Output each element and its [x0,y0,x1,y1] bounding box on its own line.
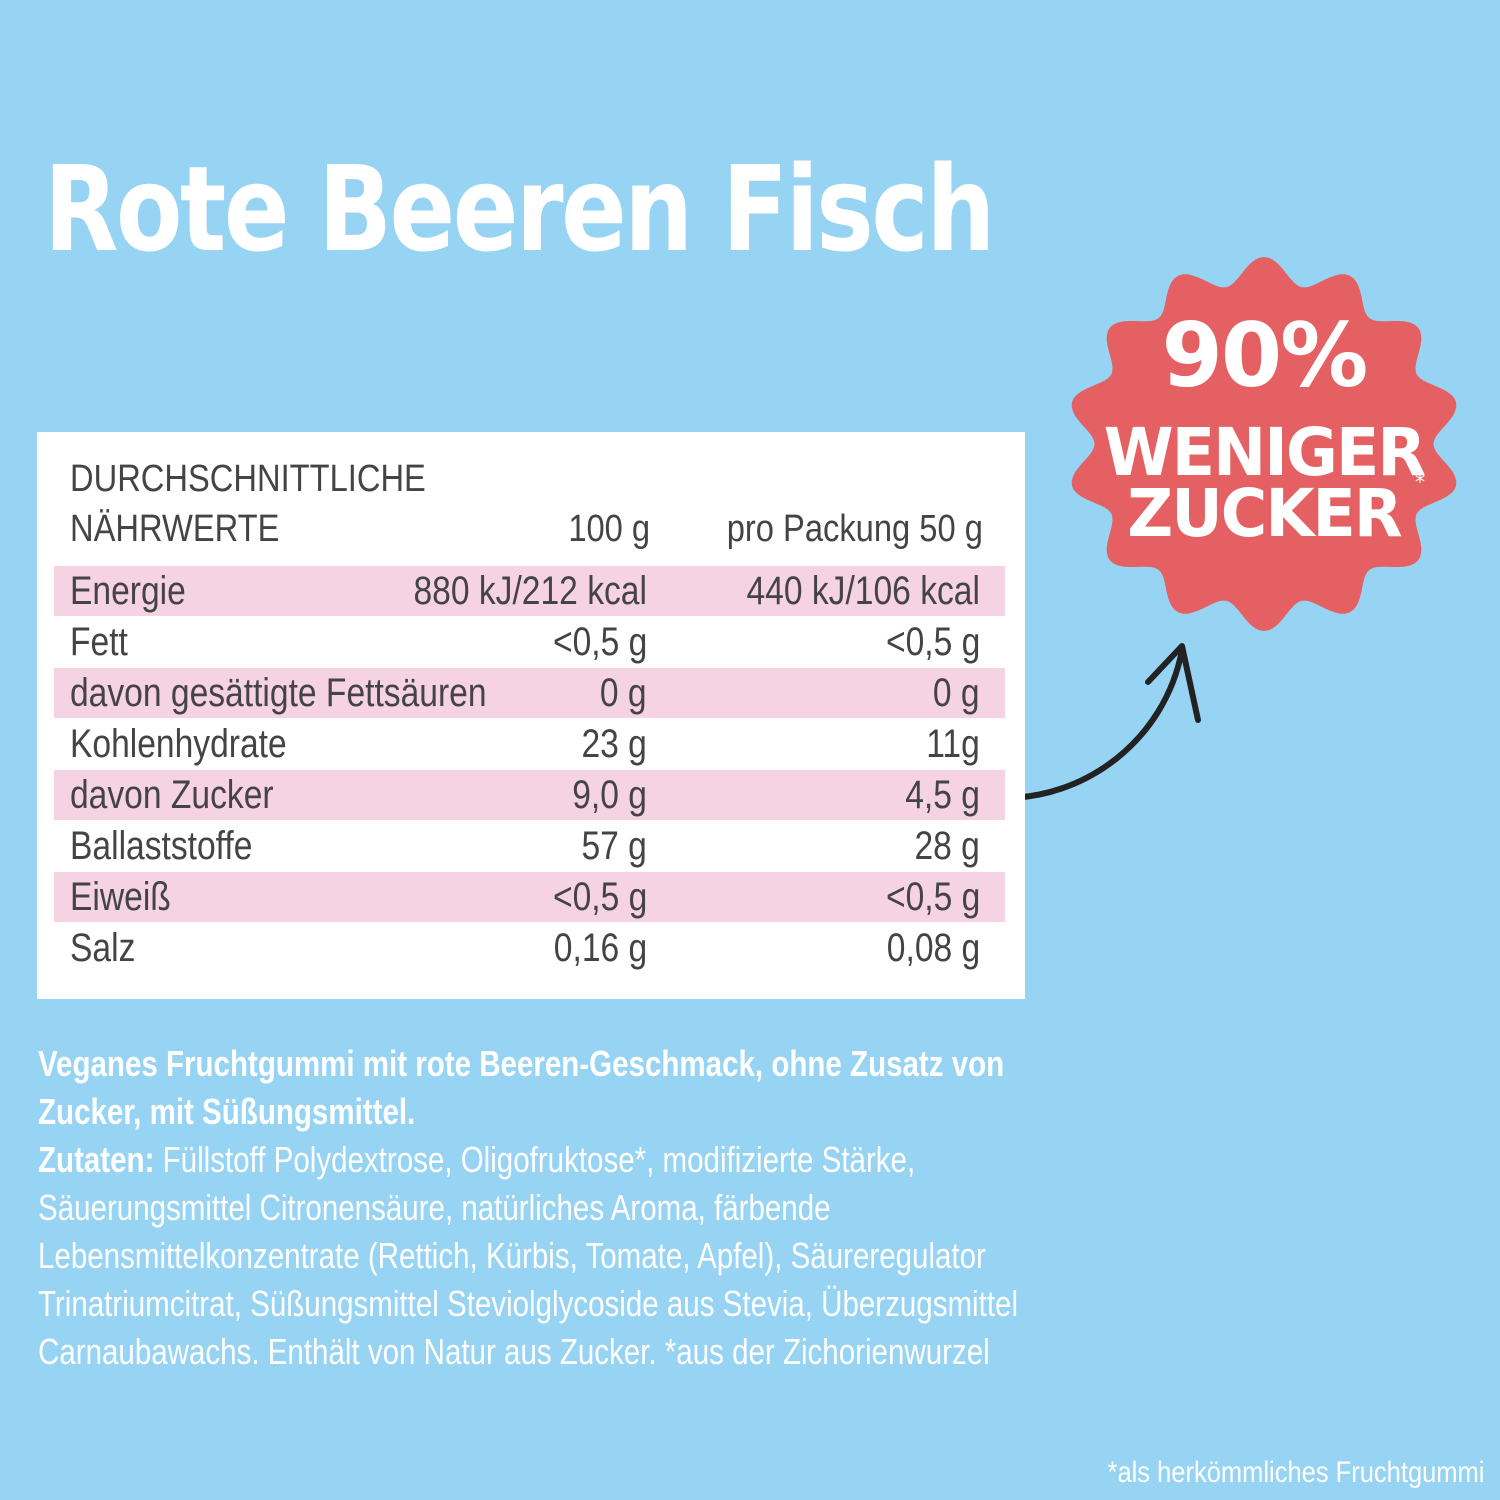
row-value-per-pack: 440 kJ/106 kcal [746,569,980,613]
row-label: Fett [70,620,128,664]
row-label: Salz [70,926,136,970]
table-heading: DURCHSCHNITTLICHE NÄHRWERTE [70,454,426,554]
footnote: *als herkömmliches Fruchtgummi [1107,1456,1484,1489]
row-value-100g: 0 g [600,671,647,715]
row-value-per-pack: 0,08 g [886,926,980,970]
row-value-per-pack: 0 g [933,671,980,715]
badge-asterisk: * [1415,470,1425,494]
row-value-100g: <0,5 g [552,875,647,919]
heading-line1: DURCHSCHNITTLICHE [70,458,426,500]
table-row: Salz 0,16 g 0,08 g [54,923,1005,973]
table-row: Energie 880 kJ/212 kcal 440 kJ/106 kcal [54,566,1005,616]
column-header-per-pack: pro Packung 50 g [726,508,983,550]
ingredients-paragraph: Zutaten: Füllstoff Polydextrose, Oligofr… [38,1136,1047,1376]
ingredients-label: Zutaten: [38,1139,155,1180]
ingredients-text: Füllstoff Polydextrose, Oligofruktose*, … [38,1139,1019,1372]
product-title: Rote Beeren Fisch [44,140,995,278]
row-value-per-pack: 4,5 g [905,773,980,817]
row-value-100g: <0,5 g [552,620,647,664]
sugar-badge: 90% WENIGER ZUCKER [1065,255,1463,633]
row-label: Ballaststoffe [70,824,253,868]
row-value-100g: 57 g [581,824,647,868]
nutrition-table: DURCHSCHNITTLICHE NÄHRWERTE 100 g pro Pa… [37,432,1025,999]
table-row: Fett <0,5 g <0,5 g [54,617,1005,667]
heading-line2: NÄHRWERTE [70,508,280,550]
table-row: Kohlenhydrate 23 g 11g [54,719,1005,769]
table-row: Ballaststoffe 57 g 28 g [54,821,1005,871]
row-value-100g: 0,16 g [553,926,647,970]
row-value-per-pack: <0,5 g [885,620,980,664]
arrow-icon [997,643,1201,802]
row-value-per-pack: 28 g [914,824,980,868]
badge-percent: 90% [1161,304,1369,407]
row-value-100g: 9,0 g [572,773,647,817]
row-label: davon gesättigte Fettsäuren [70,671,487,715]
badge-line2: ZUCKER [1127,475,1402,552]
row-label: Energie [70,569,186,613]
row-value-per-pack: 11g [926,722,980,766]
row-value-100g: 23 g [581,722,647,766]
badge-shape [1071,257,1457,631]
table-row: davon Zucker 9,0 g 4,5 g [54,770,1005,820]
row-label: Kohlenhydrate [70,722,287,766]
column-header-100g: 100 g [568,508,650,550]
badge-line1: WENIGER [1103,414,1426,491]
product-description: Veganes Fruchtgummi mit rote Beeren-Gesc… [38,1040,1047,1376]
row-label: davon Zucker [70,773,274,817]
description-intro: Veganes Fruchtgummi mit rote Beeren-Gesc… [38,1043,1005,1132]
row-label: Eiweiß [70,875,171,919]
table-row: davon gesättigte Fettsäuren 0 g 0 g [54,668,1005,718]
row-value-100g: 880 kJ/212 kcal [413,569,647,613]
table-row: Eiweiß <0,5 g <0,5 g [54,872,1005,922]
row-value-per-pack: <0,5 g [885,875,980,919]
